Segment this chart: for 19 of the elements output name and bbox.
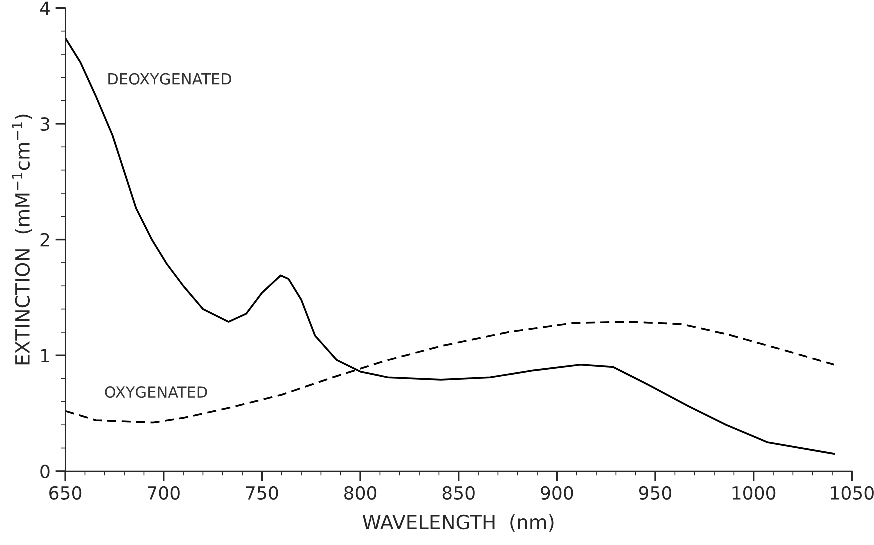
y-axis-title: EXTINCTION (mM$^{−1}$cm$^{−1}$) [12,114,32,365]
x-tick-label: 650 [50,486,82,500]
line-series [66,37,836,455]
x-tick-label: 900 [541,486,574,500]
y-tick-label: 1 [41,349,50,362]
x-tick-label: 850 [442,486,475,500]
y-tick-label: 4 [40,2,50,16]
y-tick-label: 0 [40,464,50,479]
x-tick-label: 950 [639,486,672,500]
series-label: DEOXYGENATED [108,73,232,85]
x-tick-label: 700 [148,486,180,500]
x-tick-label: 1050 [831,486,874,500]
y-tick-label: 3 [40,117,50,132]
x-tick-label: 1000 [732,486,776,500]
x-tick-label: 800 [344,486,377,500]
y-tick-label: 2 [40,233,50,247]
x-axis-title: WAVELENGTH (nm) [362,514,554,532]
x-tick-label: 750 [246,486,278,500]
series-label: OXYGENATED [105,386,208,398]
